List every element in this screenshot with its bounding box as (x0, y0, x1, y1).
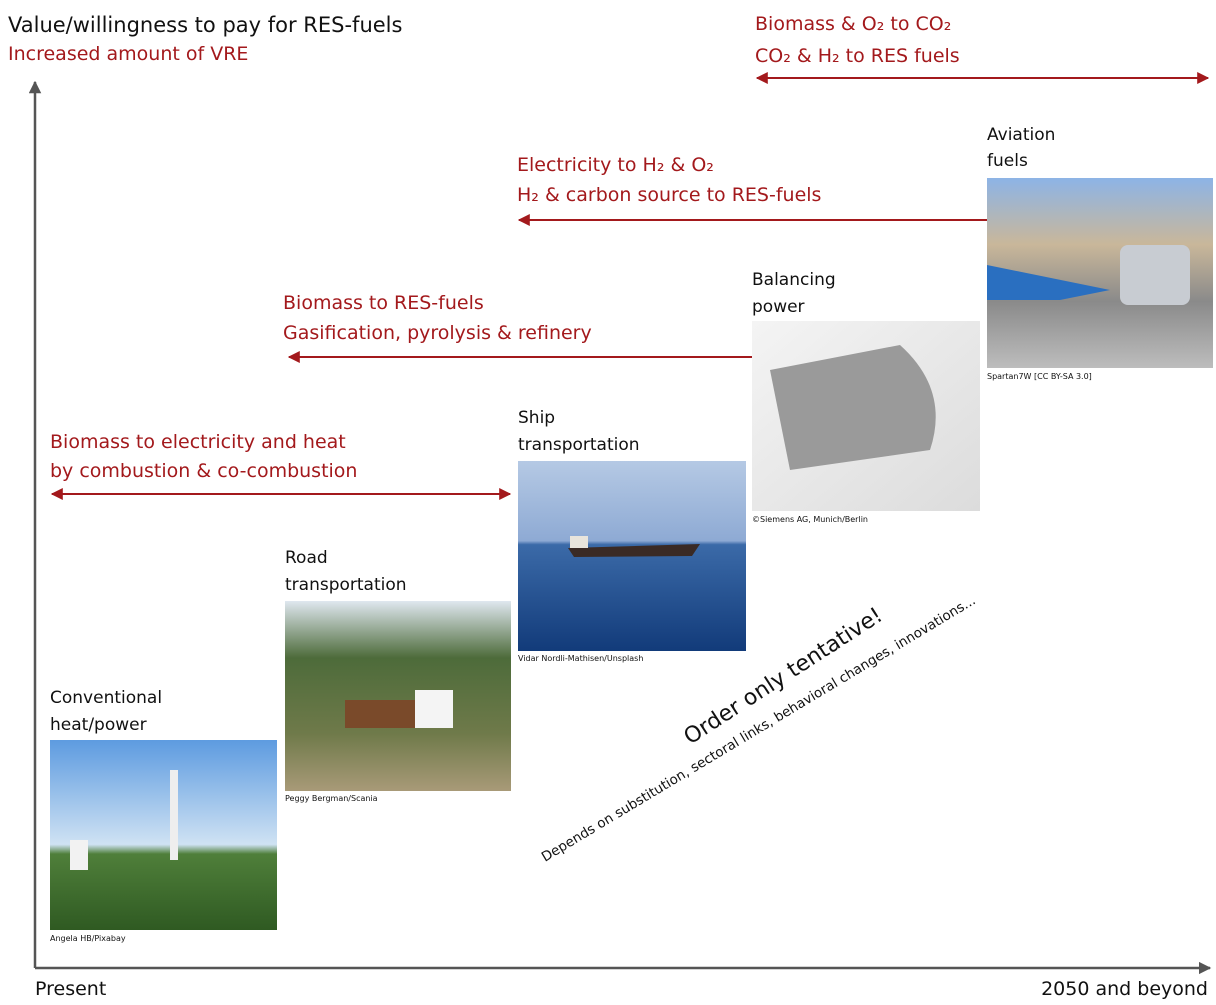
sector-label: transportation (518, 435, 640, 455)
sector-label: Balancing (752, 270, 836, 290)
process-label: Biomass & O₂ to CO₂ (755, 13, 951, 35)
process-label: Biomass to RES-fuels (283, 292, 484, 314)
process-label: H₂ & carbon source to RES-fuels (517, 184, 821, 206)
photo-credit: Vidar Nordli-Mathisen/Unsplash (518, 654, 643, 663)
process-label: Electricity to H₂ & O₂ (517, 154, 714, 176)
truck-cab (415, 690, 453, 728)
photo-credit: Spartan7W [CC BY-SA 3.0] (987, 372, 1092, 381)
truck-load (345, 700, 415, 728)
sector-label: Road (285, 548, 328, 568)
photo-credit: Angela HB/Pixabay (50, 934, 126, 943)
ship (568, 544, 700, 557)
x-axis-end: 2050 and beyond (1041, 978, 1208, 1000)
sector-label: transportation (285, 575, 407, 595)
process-label: by combustion & co-combustion (50, 460, 357, 482)
y-axis-label: Value/willingness to pay for RES-fuels (8, 13, 402, 37)
process-label: CO₂ & H₂ to RES fuels (755, 45, 960, 67)
sector-label: heat/power (50, 715, 147, 735)
sector-label: Aviation (987, 125, 1055, 145)
building (70, 840, 88, 870)
sector-label: power (752, 297, 805, 317)
ship-bridge (570, 536, 588, 548)
process-label: Biomass to electricity and heat (50, 431, 346, 453)
y-axis-sublabel: Increased amount of VRE (8, 43, 248, 65)
x-axis-start: Present (35, 978, 106, 1000)
sector-label: Conventional (50, 688, 162, 708)
process-label: Gasification, pyrolysis & refinery (283, 322, 592, 344)
sector-photo (285, 601, 511, 791)
photo-credit: ©Siemens AG, Munich/Berlin (752, 515, 868, 524)
sector-label: Ship (518, 408, 555, 428)
aircraft (987, 265, 1110, 300)
chimney (170, 770, 178, 860)
sector-label: fuels (987, 151, 1028, 171)
tanker (1120, 245, 1190, 305)
sector-photo (50, 740, 277, 930)
photo-credit: Peggy Bergman/Scania (285, 794, 378, 803)
turbine (770, 345, 936, 470)
